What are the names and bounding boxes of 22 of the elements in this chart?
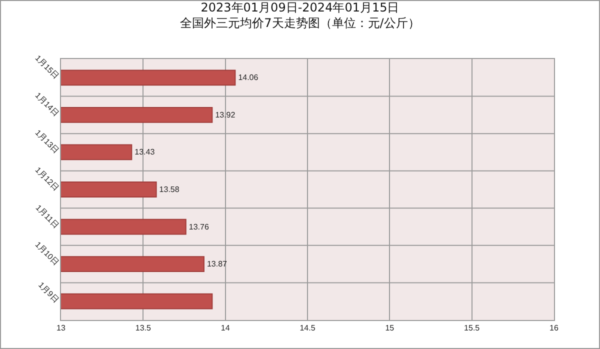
data-label: 13.87	[206, 260, 228, 269]
y-tick-label: 1月15日	[33, 54, 61, 81]
y-tick-label: 1月14日	[33, 90, 61, 118]
data-label: 14.06	[238, 73, 259, 82]
x-tick-label: 13	[56, 324, 66, 333]
y-tick-label: 1月11日	[34, 203, 61, 230]
data-label: 13.43	[134, 148, 156, 157]
x-tick-label: 15	[385, 324, 395, 333]
y-tick-label: 1月9日	[36, 280, 61, 304]
x-tick-label: 15.5	[464, 324, 480, 333]
x-tick-label: 14.5	[300, 324, 316, 333]
chart-subtitle: 全国外三元均价7天走势图（单位：元/公斤）	[180, 16, 420, 30]
y-tick-label: 1月13日	[33, 128, 61, 156]
y-tick-label: 1月10日	[33, 240, 61, 268]
chart-title: 2023年01月09日-2024年01月15日	[200, 0, 400, 14]
data-label: 13.58	[159, 185, 180, 194]
x-tick-label: 16	[550, 324, 559, 333]
x-tick-label: 13.5	[135, 324, 152, 333]
data-label: 13.92	[215, 110, 236, 120]
x-tick-label: 14	[220, 324, 230, 333]
data-label: 13.76	[188, 222, 210, 232]
y-tick-label: 1月12日	[33, 165, 61, 193]
